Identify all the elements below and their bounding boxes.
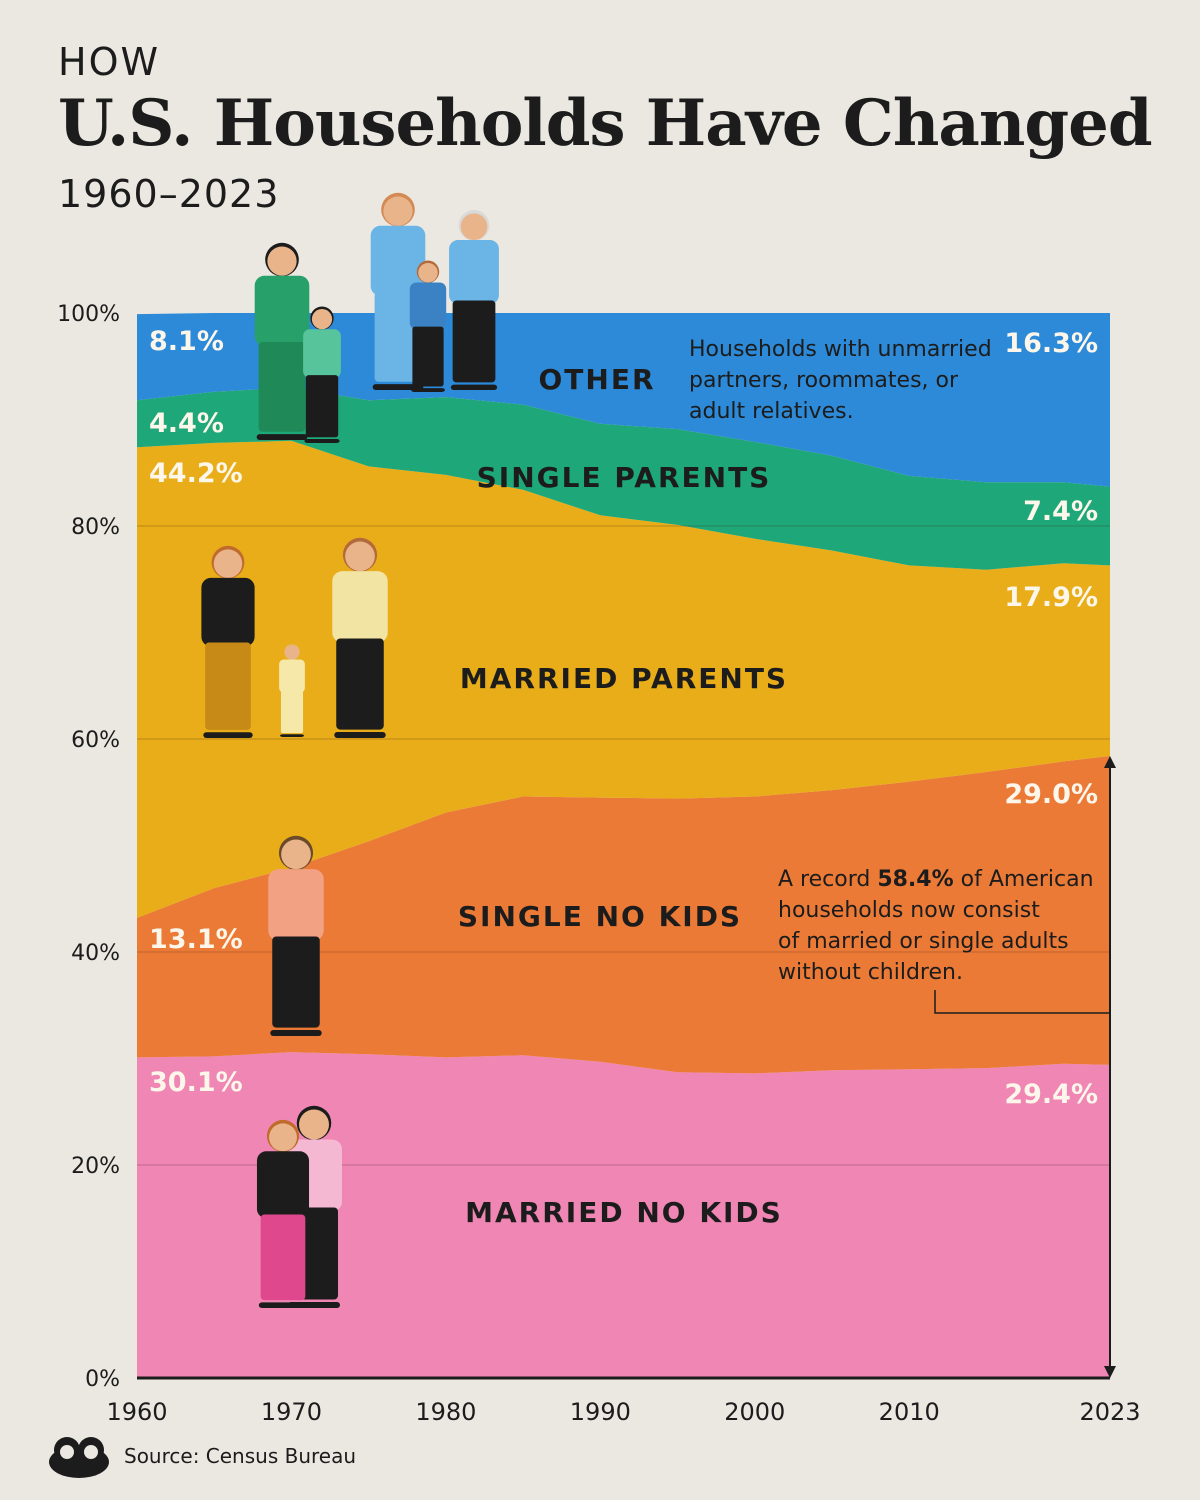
- end-value-married-no-kids: 29.4%: [1004, 1079, 1098, 1110]
- bracket-arrow-up-icon: [1104, 756, 1116, 769]
- child-illustration-icon: [303, 306, 341, 443]
- person-illustration-icon: [201, 545, 255, 738]
- record-note-line: without children.: [778, 960, 963, 985]
- y-tick-label: 20%: [71, 1154, 120, 1179]
- end-value-other: 16.3%: [1004, 328, 1098, 359]
- y-tick-label: 40%: [71, 941, 120, 966]
- start-value-married-parents: 44.2%: [149, 458, 243, 489]
- y-tick-label: 0%: [85, 1367, 120, 1392]
- person-illustration-icon: [370, 192, 426, 390]
- kicker-text: HOW: [58, 40, 161, 84]
- source-note: Source: Census Bureau: [124, 1444, 357, 1468]
- person-illustration-icon: [254, 242, 310, 440]
- person-illustration-icon: [256, 1119, 310, 1308]
- band-label-married-parents: MARRIED PARENTS: [460, 662, 788, 695]
- x-tick-label: 2023: [1079, 1398, 1140, 1426]
- area-married-no-kids: [137, 1052, 1110, 1378]
- area-single-parents: [137, 387, 1110, 570]
- record-note-line: households now consist: [778, 898, 1040, 923]
- child-illustration-icon: [409, 260, 447, 392]
- start-value-single-parents: 4.4%: [149, 408, 224, 439]
- start-value-other: 8.1%: [149, 326, 224, 357]
- y-tick-label: 100%: [57, 302, 120, 327]
- end-value-single-no-kids: 29.0%: [1004, 779, 1098, 810]
- end-value-single-parents: 7.4%: [1023, 496, 1098, 527]
- end-value-married-parents: 17.9%: [1004, 582, 1098, 613]
- x-tick-label: 1960: [106, 1398, 167, 1426]
- bracket-arrow-down-icon: [1104, 1366, 1116, 1378]
- y-tick-label: 80%: [71, 515, 120, 540]
- area-layer: [137, 313, 1110, 1378]
- person-illustration-icon: [449, 209, 499, 390]
- record-connector-line: [934, 990, 1110, 1014]
- start-value-single-no-kids: 13.1%: [149, 924, 243, 955]
- band-label-single-parents: SINGLE PARENTS: [477, 461, 772, 494]
- other-note-line: partners, roommates, or: [689, 368, 959, 393]
- band-label-single-no-kids: SINGLE NO KIDS: [458, 900, 742, 933]
- x-tick-label: 1980: [415, 1398, 476, 1426]
- child-illustration-icon: [279, 643, 305, 737]
- x-tick-label: 1970: [261, 1398, 322, 1426]
- person-illustration-icon: [332, 537, 388, 738]
- x-tick-label: 2000: [724, 1398, 785, 1426]
- record-note-line: A record 58.4% of American: [778, 867, 1094, 892]
- area-single-no-kids: [137, 756, 1110, 1074]
- x-tick-label: 1990: [570, 1398, 631, 1426]
- band-label-married-no-kids: MARRIED NO KIDS: [465, 1196, 783, 1229]
- x-tick-label: 2010: [879, 1398, 940, 1426]
- y-tick-label: 60%: [71, 728, 120, 753]
- area-married-parents: [137, 440, 1110, 918]
- other-note-line: Households with unmarried: [689, 337, 992, 362]
- band-label-other: OTHER: [538, 363, 655, 396]
- other-note-line: adult relatives.: [689, 399, 854, 424]
- start-value-married-no-kids: 30.1%: [149, 1067, 243, 1098]
- record-note-line: of married or single adults: [778, 929, 1069, 954]
- page-title: U.S. Households Have Changed: [58, 86, 1153, 161]
- date-range-subtitle: 1960–2023: [58, 172, 280, 216]
- person-illustration-icon: [268, 835, 324, 1036]
- brand-logo-icon: [49, 1437, 109, 1478]
